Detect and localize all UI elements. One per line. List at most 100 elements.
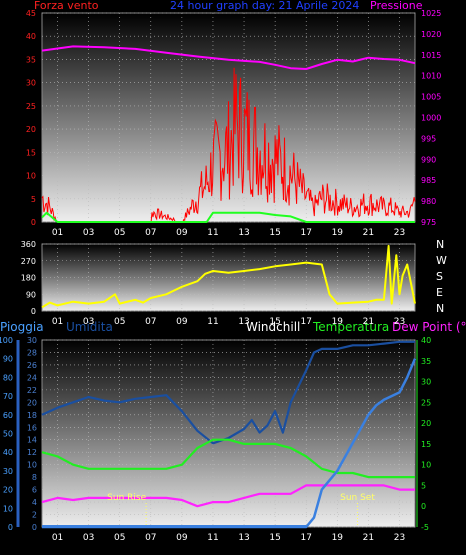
humidity-tick: 16 bbox=[27, 423, 37, 432]
humidity-tick: 24 bbox=[27, 373, 37, 382]
p1-left-tick: 20 bbox=[26, 125, 36, 134]
p3-plot-area bbox=[42, 340, 415, 527]
humidity-tick: 2 bbox=[32, 511, 37, 520]
rain-tick: 20 bbox=[3, 486, 13, 495]
dew-point-line bbox=[41, 484, 415, 508]
humidity-tick: 10 bbox=[27, 461, 37, 470]
p1-left-tick: 15 bbox=[26, 148, 36, 157]
p1-right-tick: 1000 bbox=[421, 114, 441, 123]
p3-x-tick: 09 bbox=[176, 533, 188, 543]
p3-x-tick: 05 bbox=[114, 533, 125, 543]
p1-right-tick: 1020 bbox=[421, 30, 441, 39]
p1-left-tick: 25 bbox=[26, 102, 36, 111]
p3-x-tick: 17 bbox=[300, 533, 311, 543]
p2-x-tick: 11 bbox=[207, 317, 218, 327]
umidita-line bbox=[41, 340, 415, 445]
p2-x-tick: 17 bbox=[300, 317, 311, 327]
humidity-axis-label: Umidita bbox=[66, 320, 113, 334]
p1-x-tick: 03 bbox=[83, 228, 94, 238]
temperature-tick: 40 bbox=[421, 336, 431, 345]
humidity-tick: 12 bbox=[27, 448, 37, 457]
sunset-label: Sun Set bbox=[340, 493, 375, 503]
p1-x-tick: 19 bbox=[332, 228, 344, 238]
p1-left-tick: 10 bbox=[26, 172, 36, 181]
rain-tick: 50 bbox=[3, 430, 13, 439]
humidity-tick: 6 bbox=[32, 486, 37, 495]
humidity-tick: 0 bbox=[32, 523, 37, 532]
temperature-tick: 15 bbox=[421, 440, 431, 449]
p2-left-tick: 270 bbox=[21, 257, 36, 266]
p1-x-tick: 07 bbox=[145, 228, 156, 238]
rain-tick: 70 bbox=[3, 392, 13, 401]
sunrise-label: Sun Rise bbox=[107, 493, 146, 503]
compass-w: W bbox=[436, 254, 447, 267]
p1-right-tick: 975 bbox=[421, 218, 436, 227]
p2-left-tick: 0 bbox=[31, 307, 36, 316]
p2-plot-area bbox=[42, 244, 415, 311]
compass-n-bottom: N bbox=[436, 302, 445, 315]
p2-x-tick: 07 bbox=[145, 317, 156, 327]
humidity-tick: 4 bbox=[32, 498, 37, 507]
pressure-title: Pressione bbox=[370, 0, 423, 12]
compass-e: E bbox=[436, 286, 443, 299]
p3-x-tick: 15 bbox=[269, 533, 280, 543]
humidity-tick: 18 bbox=[27, 411, 37, 420]
p1-right-tick: 1010 bbox=[421, 72, 441, 81]
p1-x-tick: 05 bbox=[114, 228, 125, 238]
rain-tick: 80 bbox=[3, 373, 13, 382]
rain-tick: 10 bbox=[3, 504, 13, 513]
p1-x-tick: 15 bbox=[269, 228, 280, 238]
p1-right-tick: 985 bbox=[421, 176, 436, 185]
temperature-tick: -5 bbox=[421, 523, 429, 532]
p1-right-tick: 1005 bbox=[421, 93, 441, 102]
p2-x-tick: 15 bbox=[269, 317, 280, 327]
p1-right-tick: 1025 bbox=[421, 9, 441, 18]
p1-x-tick: 13 bbox=[238, 228, 249, 238]
rain-axis-label: Pioggia bbox=[0, 320, 44, 334]
p1-left-tick: 45 bbox=[26, 9, 36, 18]
p3-x-tick: 19 bbox=[332, 533, 344, 543]
temperature-tick: 0 bbox=[421, 502, 426, 511]
compass-s: S bbox=[436, 270, 443, 283]
temperature-label: Temperatura bbox=[313, 320, 390, 334]
wind-gust-line bbox=[41, 211, 415, 223]
p2-x-tick: 21 bbox=[363, 317, 374, 327]
p1-x-tick: 21 bbox=[363, 228, 374, 238]
humidity-tick: 22 bbox=[27, 386, 37, 395]
p1-right-tick: 1015 bbox=[421, 51, 441, 60]
p1-x-tick: 11 bbox=[207, 228, 218, 238]
humidity-tick: 30 bbox=[27, 336, 37, 345]
p3-x-tick: 13 bbox=[238, 533, 249, 543]
p1-right-tick: 990 bbox=[421, 155, 436, 164]
p1-x-tick: 23 bbox=[394, 228, 405, 238]
p1-left-tick: 0 bbox=[31, 218, 36, 227]
p1-x-tick: 01 bbox=[52, 228, 63, 238]
temperature-tick: 20 bbox=[421, 419, 431, 428]
p2-x-tick: 03 bbox=[83, 317, 94, 327]
temperature-tick: 35 bbox=[421, 357, 431, 366]
temperature-tick: 25 bbox=[421, 398, 431, 407]
p3-x-tick: 01 bbox=[52, 533, 63, 543]
p1-frame bbox=[41, 12, 416, 223]
wind-speed-title: Forza vento bbox=[34, 0, 99, 12]
p3-x-tick: 21 bbox=[363, 533, 374, 543]
p2-left-tick: 180 bbox=[21, 274, 36, 283]
p2-x-tick: 13 bbox=[238, 317, 249, 327]
p2-left-tick: 360 bbox=[21, 240, 36, 249]
humidity-tick: 28 bbox=[27, 348, 37, 357]
temperature-tick: 30 bbox=[421, 378, 431, 387]
p1-left-tick: 35 bbox=[26, 55, 36, 64]
p3-x-tick: 07 bbox=[145, 533, 156, 543]
dewpoint-label: Dew Point (°C) bbox=[392, 320, 466, 334]
p2-x-tick: 09 bbox=[176, 317, 188, 327]
p1-right-tick: 980 bbox=[421, 197, 436, 206]
p1-x-tick: 17 bbox=[300, 228, 311, 238]
pressure-line bbox=[41, 45, 416, 70]
windchill-label: Windchill bbox=[246, 320, 301, 334]
humidity-tick: 20 bbox=[27, 398, 37, 407]
rain-tick: 40 bbox=[3, 448, 13, 457]
humidity-tick: 8 bbox=[32, 473, 37, 482]
wind-direction-line bbox=[41, 244, 416, 309]
p1-left-tick: 30 bbox=[26, 79, 36, 88]
